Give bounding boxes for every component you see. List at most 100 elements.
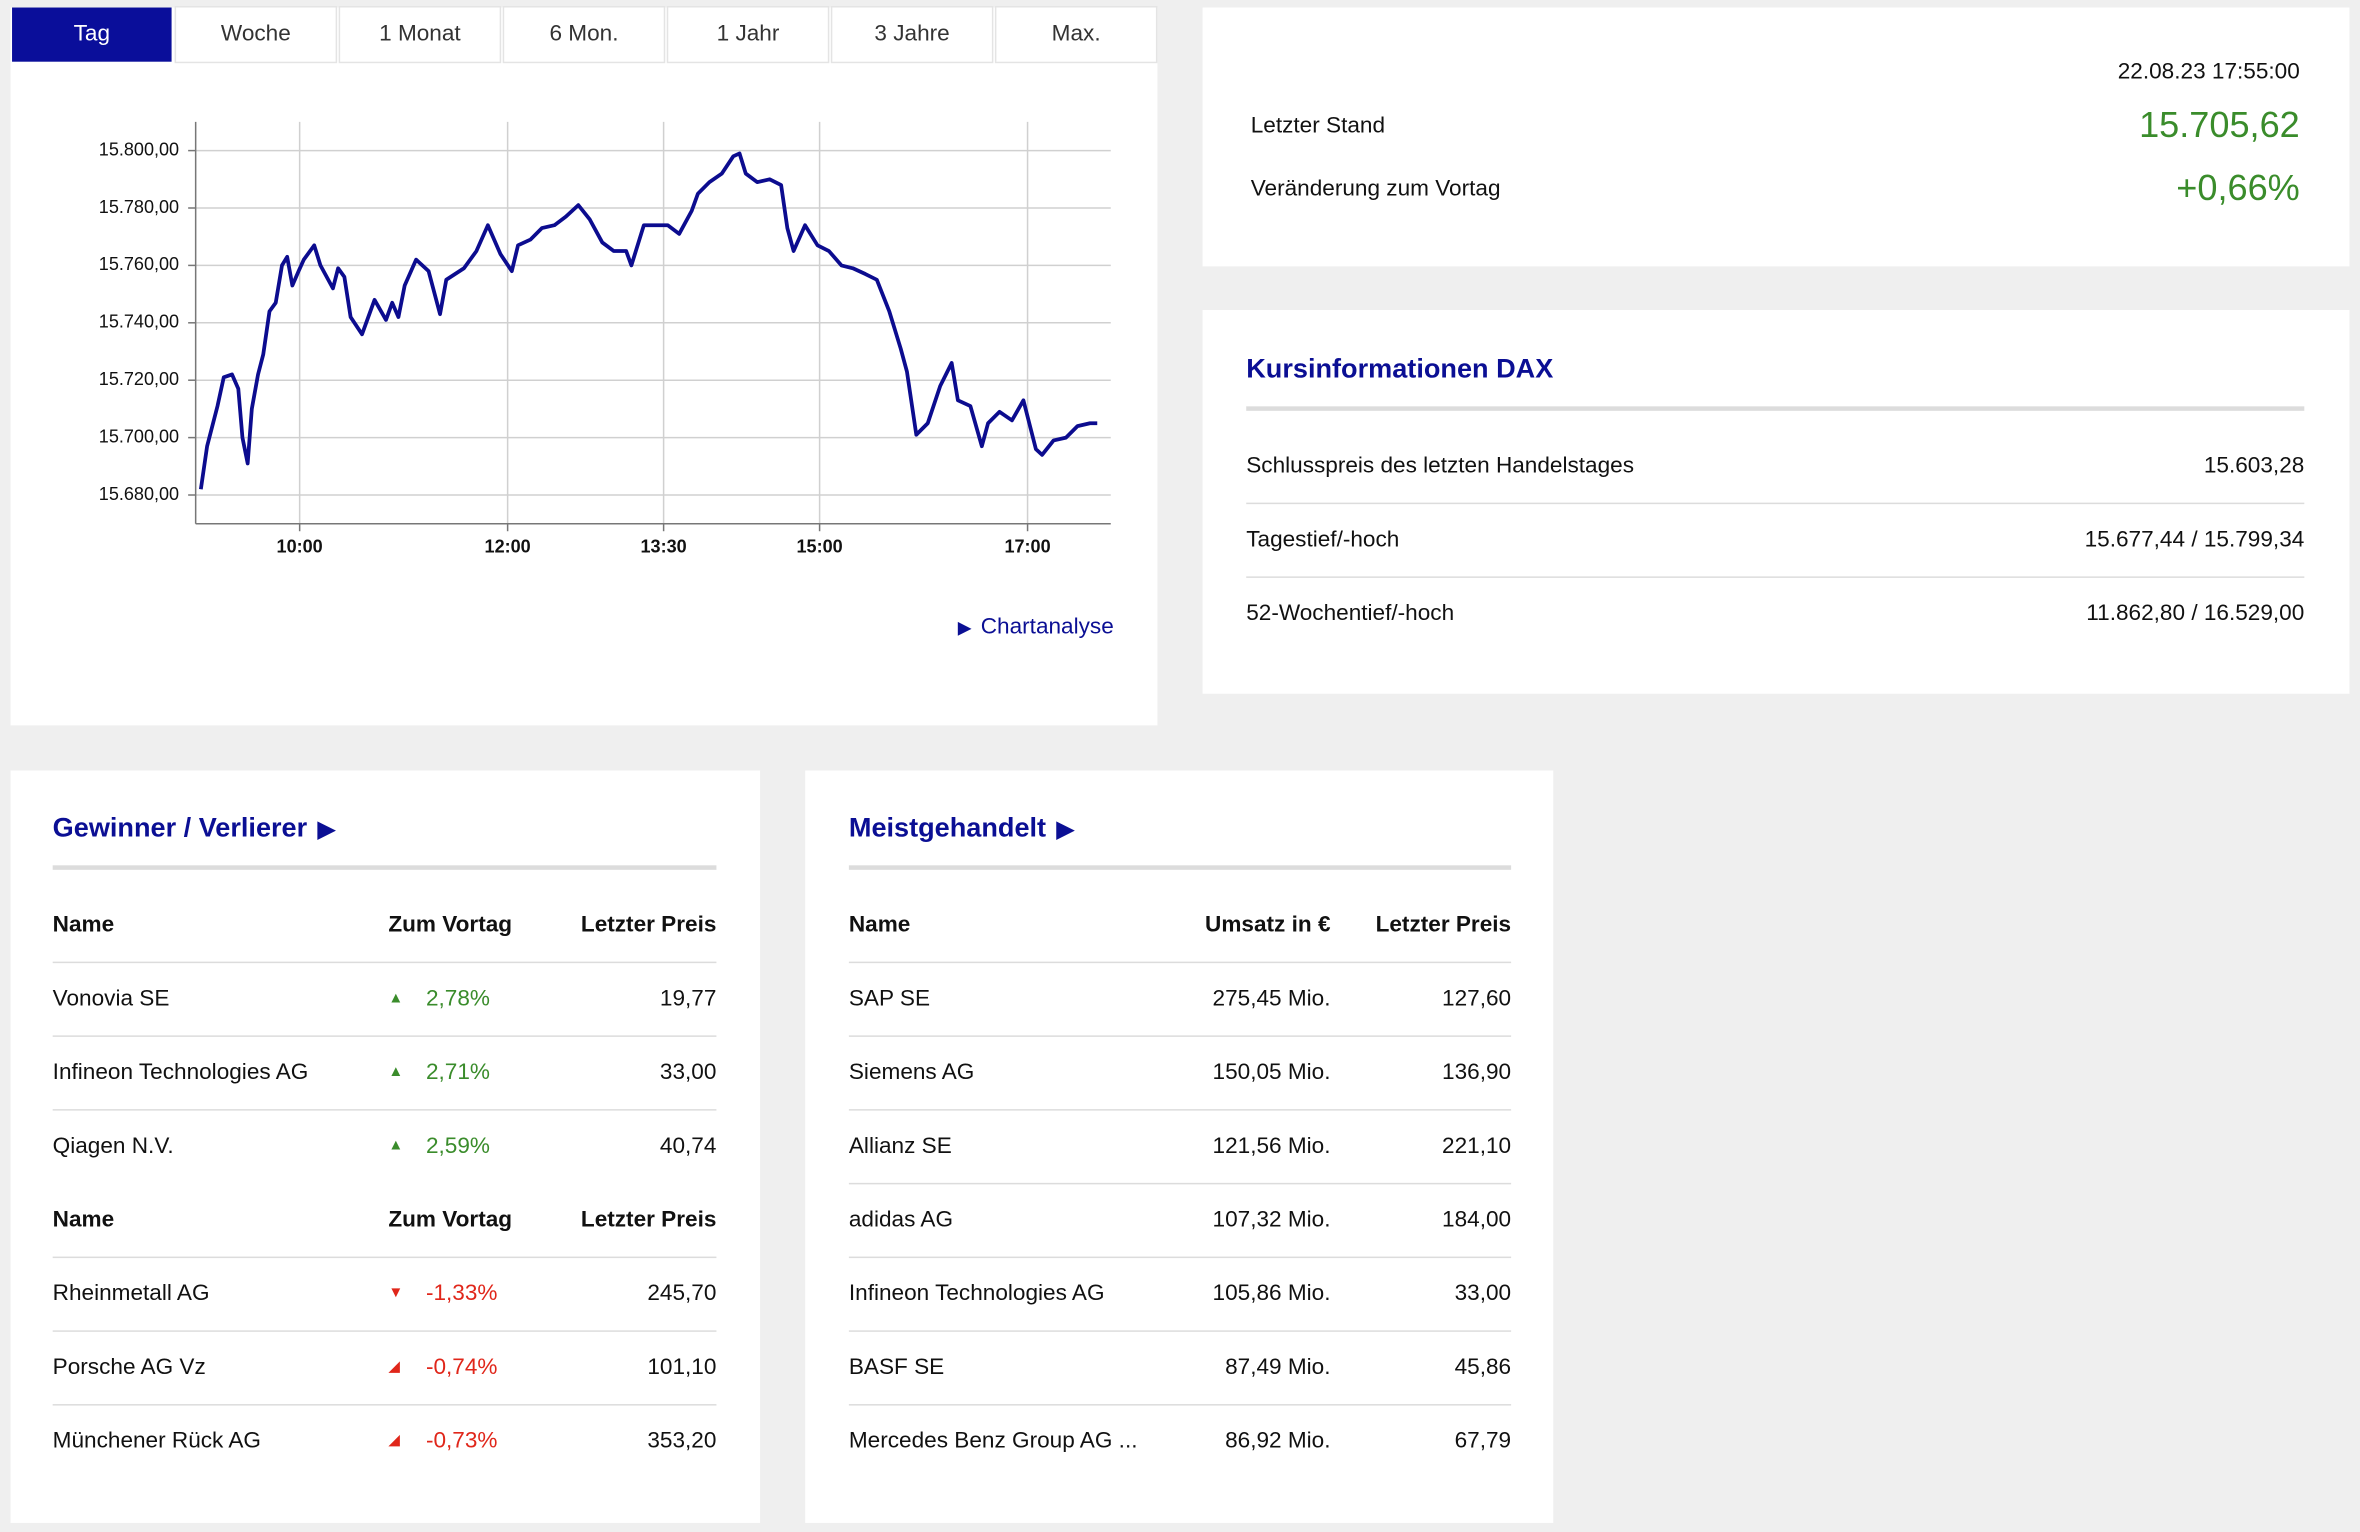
stock-name[interactable]: Rheinmetall AG [52, 1280, 210, 1307]
price: 245,70 [647, 1280, 717, 1307]
turnover: 275,45 Mio. [1212, 985, 1331, 1012]
price: 101,10 [647, 1354, 717, 1380]
row-separator [848, 1109, 1512, 1111]
chart-link-text[interactable]: Chartanalyse [980, 613, 1114, 640]
info-label: Schlusspreis des letzten Handelstages [1246, 452, 1635, 479]
price-line [198, 151, 1098, 490]
row-separator [52, 1035, 717, 1037]
quote-label: Veränderung zum Vortag [1250, 176, 1501, 202]
price: 184,00 [1442, 1206, 1512, 1233]
stock-name[interactable]: adidas AG [848, 1206, 954, 1233]
y-tick-label: 15.760,00 [99, 254, 179, 274]
y-tick-label: 15.780,00 [99, 197, 179, 217]
gewinner-panel: Gewinner / Verlierer ▶ Name Zum Vortag Letz… [10, 770, 761, 1523]
row-separator [848, 1404, 1512, 1406]
title-arrow: ▶ [1056, 817, 1075, 843]
row-separator [848, 1330, 1512, 1332]
info-value: 15.603,28 [2203, 452, 2305, 479]
row-separator [848, 1035, 1512, 1037]
y-tick-label: 15.800,00 [99, 139, 179, 159]
meist-title-text[interactable]: Meistgehandelt [848, 812, 1047, 843]
tab[interactable]: 1 Jahr [668, 7, 828, 62]
stock-name[interactable]: Siemens AG [848, 1059, 975, 1086]
column-header: Umsatz in € [1205, 911, 1331, 938]
row-separator [848, 961, 1512, 964]
row-separator [52, 1330, 717, 1332]
column-header: Letzter Preis [1375, 911, 1512, 938]
quote-panel: 22.08.23 17:55:00 Letzter Stand 15.705,62… [1202, 7, 2350, 267]
title-rule [1246, 406, 2305, 411]
info-value: 11.862,80 / 16.529,00 [2086, 600, 2305, 627]
timestamp: 22.08.23 17:55:00 [2117, 58, 2300, 85]
title-rule [52, 865, 717, 870]
y-tick-label: 15.740,00 [99, 312, 179, 332]
title-rule [848, 865, 1512, 870]
x-tick-label: 15:00 [797, 537, 843, 557]
tab[interactable]: 6 Mon. [504, 7, 664, 62]
x-tick-label: 12:00 [485, 537, 531, 557]
info-label: Tagestief/-hoch [1246, 526, 1400, 553]
turnover: 87,49 Mio. [1225, 1354, 1331, 1380]
stock-name[interactable]: Mercedes Benz Group AG ... [848, 1428, 1138, 1454]
tab[interactable]: Max. [996, 7, 1156, 62]
x-tick-label: 17:00 [1004, 537, 1050, 557]
change: 2,71% [425, 1059, 490, 1086]
column-header: Name [52, 1206, 115, 1233]
kursinfo-panel: Kursinformationen DAX Schlusspreis des l… [1202, 310, 2350, 694]
column-header: Name [848, 911, 911, 938]
row-separator [1246, 576, 2305, 578]
turnover: 121,56 Mio. [1212, 1133, 1331, 1159]
turnover: 105,86 Mio. [1212, 1280, 1331, 1307]
price: 127,60 [1442, 985, 1512, 1012]
quote-label: Letzter Stand [1250, 112, 1386, 139]
x-tick-label: 13:30 [641, 537, 687, 557]
meist-title[interactable]: Meistgehandelt ▶ [849, 813, 1074, 845]
stock-name[interactable]: Allianz SE [848, 1133, 952, 1159]
stock-name[interactable]: Münchener Rück AG [52, 1428, 261, 1454]
stock-name[interactable]: Qiagen N.V. [52, 1133, 174, 1159]
tab[interactable]: 3 Jahre [832, 7, 992, 62]
row-separator [52, 1256, 717, 1259]
column-header: Zum Vortag [388, 1206, 513, 1233]
stock-name[interactable]: Vonovia SE [52, 985, 170, 1012]
change: 2,78% [425, 985, 490, 1012]
change: 2,59% [425, 1133, 490, 1159]
change: -0,73% [425, 1428, 498, 1454]
trend-icon: ▲ [388, 990, 404, 1007]
stock-name[interactable]: Infineon Technologies AG [848, 1280, 1105, 1307]
chart-link[interactable]: ▶ Chartanalyse [958, 612, 1114, 642]
price: 353,20 [647, 1428, 717, 1454]
price: 33,00 [659, 1059, 717, 1086]
tab[interactable]: 1 Monat [340, 7, 500, 62]
quote-value: 15.705,62 [2139, 105, 2300, 146]
price: 45,86 [1454, 1354, 1512, 1380]
trend-icon: ▲ [388, 1137, 404, 1155]
gewinner-title-text[interactable]: Gewinner / Verlierer [52, 812, 308, 843]
turnover: 150,05 Mio. [1212, 1059, 1331, 1086]
tab[interactable]: Woche [176, 7, 336, 62]
column-header: Name [52, 911, 115, 938]
trend-icon: ◢ [388, 1432, 400, 1450]
info-value: 15.677,44 / 15.799,34 [2084, 526, 2305, 553]
price: 67,79 [1454, 1428, 1512, 1454]
trend-icon: ▼ [388, 1285, 404, 1302]
change: -0,74% [425, 1354, 498, 1380]
stock-name[interactable]: BASF SE [848, 1354, 945, 1380]
stock-name[interactable]: Porsche AG Vz [52, 1354, 206, 1380]
turnover: 86,92 Mio. [1225, 1428, 1331, 1454]
price: 19,77 [659, 985, 717, 1012]
stock-name[interactable]: SAP SE [848, 985, 931, 1012]
gewinner-title[interactable]: Gewinner / Verlierer ▶ [53, 813, 335, 845]
y-tick-label: 15.680,00 [99, 484, 179, 504]
column-header: Letzter Preis [580, 911, 717, 938]
tab[interactable]: Tag [12, 7, 172, 62]
y-tick-label: 15.720,00 [99, 369, 179, 389]
row-separator [52, 1109, 717, 1111]
price: 33,00 [1454, 1280, 1512, 1307]
row-separator [848, 1256, 1512, 1259]
stock-name[interactable]: Infineon Technologies AG [52, 1059, 309, 1086]
change: -1,33% [425, 1280, 498, 1307]
quote-value: +0,66% [2176, 168, 2300, 210]
row-separator [52, 1404, 717, 1406]
